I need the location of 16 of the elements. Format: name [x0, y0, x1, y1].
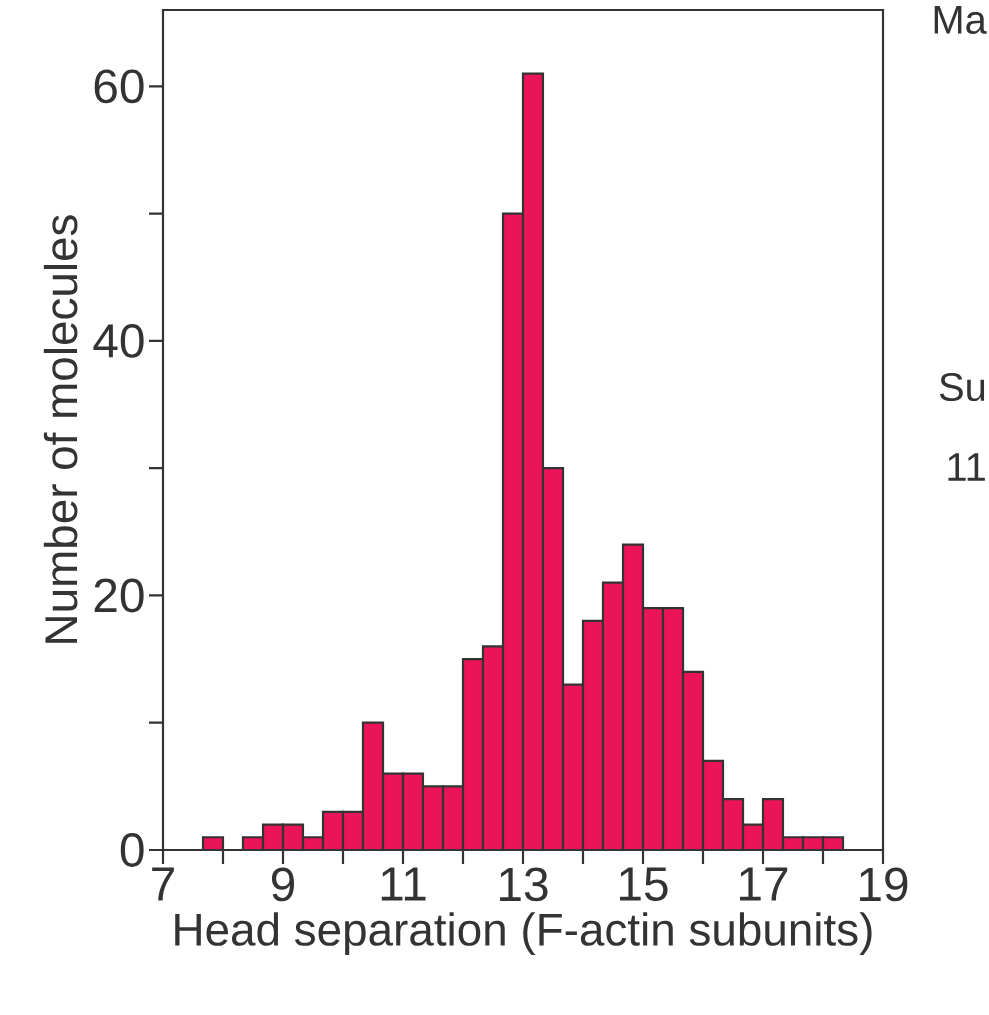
y-axis-title: Number of molecules [43, 215, 78, 643]
text: Su [939, 372, 985, 402]
y-tick-label: 20 [94, 578, 144, 613]
x-tick-label: 13 [500, 867, 548, 902]
x-tick-label: 7 [152, 867, 174, 901]
y-tick-label: 40 [93, 323, 144, 358]
x-tick-label: 17 [740, 867, 788, 901]
y-tick-label: 60 [94, 69, 144, 104]
x-tick-label: 9 [271, 867, 295, 902]
x-tick-label: 15 [620, 867, 668, 901]
x-tick-label: 19 [860, 867, 908, 902]
y-tick-label: 0 [120, 833, 144, 867]
text: 11 [948, 453, 985, 481]
x-tick-label: 11 [381, 867, 426, 901]
x-axis-title: Head separation (F-actin subunits) [175, 912, 872, 955]
text: Ma [934, 6, 987, 34]
